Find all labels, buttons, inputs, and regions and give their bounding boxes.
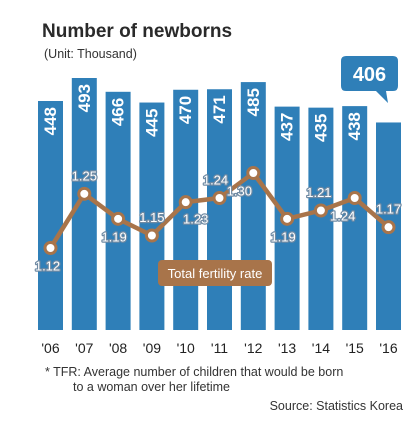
bar-9 (342, 106, 368, 330)
bar-value-label-6: 485 (244, 88, 263, 116)
bars-layer: 448 493 466 445 470 471 485 437 435 438 (38, 78, 401, 331)
bar-value-label-2: 466 (109, 98, 128, 126)
x-tick-label-1: '07 (75, 340, 93, 356)
tfr-value-label-0: 1.12 (35, 259, 60, 274)
tfr-point-0 (43, 241, 58, 255)
bar-value-label-7: 437 (278, 113, 297, 141)
tfr-value-label-5: 1.24 (203, 173, 228, 188)
bar-value-label-3: 445 (142, 109, 161, 137)
tfr-point-7 (280, 211, 295, 226)
bar-value-label-9: 438 (345, 112, 364, 140)
bar-5 (207, 89, 232, 330)
source-note: Source: Statistics Korea (269, 399, 403, 413)
callout-bubble (341, 56, 398, 103)
bar-0 (38, 101, 63, 330)
x-tick-label-2: '08 (109, 340, 127, 356)
bar-value-label-0: 448 (41, 107, 60, 135)
bar-6 (240, 82, 266, 330)
x-tick-label-0: '06 (41, 340, 59, 356)
tfr-value-label-7: 1.19 (270, 229, 295, 244)
x-tick-label-9: '15 (346, 340, 364, 356)
x-tick-label-10: '16 (379, 340, 397, 356)
bar-value-label-5: 471 (210, 95, 229, 123)
tfr-point-1 (77, 186, 92, 201)
bar-8 (308, 107, 334, 330)
footnote-line-1: * TFR: Average number of children that w… (45, 365, 344, 379)
tfr-point-2 (111, 211, 126, 226)
tfr-legend: Total fertility rate (158, 260, 272, 286)
tfr-point-10 (381, 220, 396, 235)
tfr-value-label-4: 1.23 (183, 212, 208, 227)
tfr-point-8 (313, 203, 328, 218)
x-tick-label-6: '12 (244, 340, 262, 356)
x-tick-label-4: '10 (177, 340, 195, 356)
callout-value: 406 (353, 64, 386, 86)
tfr-value-label-6: 1.30 (227, 184, 252, 199)
bar-value-label-1: 493 (75, 84, 94, 112)
tfr-value-label-3: 1.15 (139, 210, 164, 225)
footnote-line-2: to a woman over her lifetime (73, 380, 231, 394)
x-axis-ticks: '06 '07 '08 '09 '10 '11 '12 '13 '14 '15 '16 (41, 340, 397, 356)
tfr-value-label-10: 1.17 (376, 202, 401, 217)
tfr-point-9 (347, 191, 362, 205)
x-tick-label-5: '11 (211, 340, 228, 356)
tfr-line-layer: 1.121.251.191.15 1.231.241.301.191.211.24… (34, 166, 402, 275)
tfr-point-3 (144, 228, 159, 243)
tfr-value-label-8: 1.21 (306, 185, 331, 200)
tfr-value-label-2: 1.19 (101, 229, 126, 244)
bar-3 (139, 102, 165, 331)
x-tick-label-8: '14 (312, 340, 330, 356)
latest-value-callout: 406 (341, 56, 398, 103)
tfr-point-6 (246, 166, 261, 180)
bar-value-label-8: 435 (311, 114, 330, 142)
footnote: * TFR: Average number of children that w… (45, 365, 343, 395)
x-tick-label-3: '09 (143, 340, 161, 356)
tfr-point-5 (212, 191, 227, 205)
chart-subtitle: (Unit: Thousand) (44, 47, 137, 61)
tfr-value-label-1: 1.25 (72, 168, 97, 183)
x-tick-label-7: '13 (278, 340, 296, 356)
tfr-value-label-9: 1.24 (330, 209, 355, 224)
chart-title: Number of newborns (42, 21, 233, 42)
tfr-legend-box (158, 260, 272, 286)
tfr-legend-label: Total fertility rate (168, 266, 263, 281)
tfr-point-4 (178, 195, 193, 210)
bar-value-label-4: 470 (176, 96, 195, 124)
